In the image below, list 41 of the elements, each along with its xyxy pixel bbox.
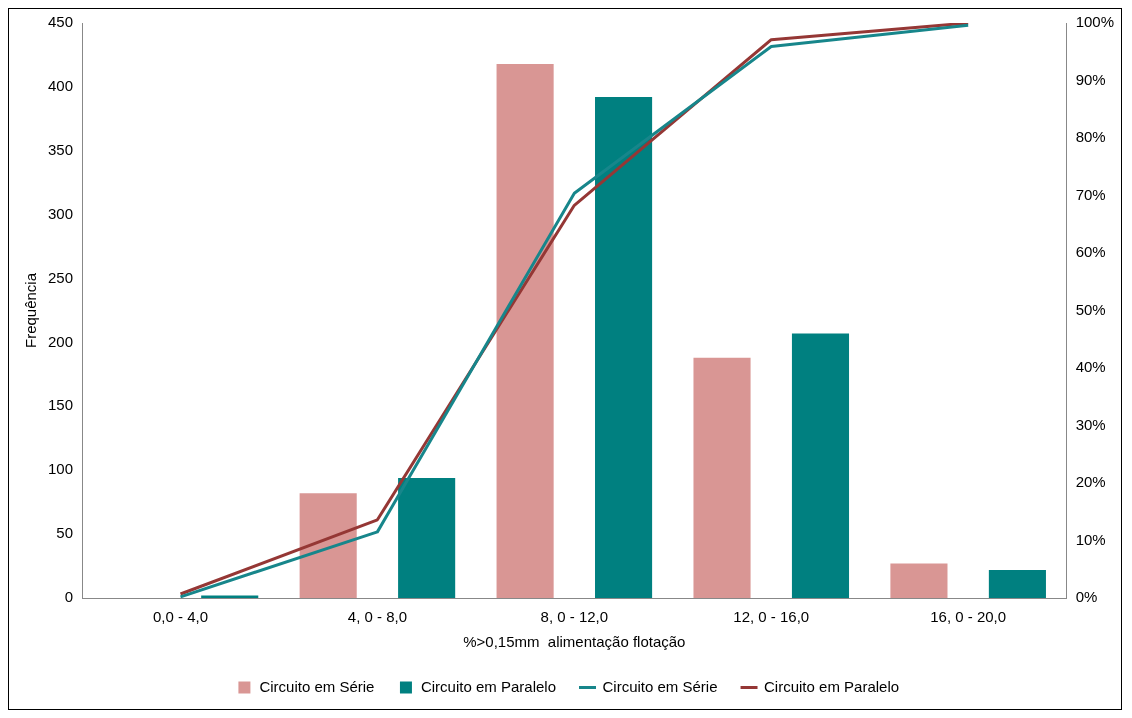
legend-label: Circuito em Paralelo xyxy=(764,677,900,695)
y2-tick-label: 40% xyxy=(1075,358,1106,376)
y2-tick-label: 30% xyxy=(1075,415,1106,433)
bar xyxy=(693,357,751,598)
bar xyxy=(496,63,554,598)
y2-tick-label: 80% xyxy=(1075,128,1106,146)
y-tick-label: 150 xyxy=(48,396,74,414)
y2-tick-label: 0% xyxy=(1075,588,1098,606)
x-tick-label: 4, 0 - 8,0 xyxy=(347,608,408,626)
y2-tick-label: 60% xyxy=(1075,243,1106,261)
bar xyxy=(595,97,653,598)
x-tick-label: 0,0 - 4,0 xyxy=(152,608,209,626)
y2-tick-label: 70% xyxy=(1075,185,1106,203)
x-tick-label: 8, 0 - 12,0 xyxy=(540,608,609,626)
y-tick-label: 0 xyxy=(64,588,74,606)
y-tick-label: 200 xyxy=(48,332,74,350)
y2-tick-label: 90% xyxy=(1075,70,1106,88)
legend-label: Circuito em Paralelo xyxy=(420,677,557,695)
legend-label: Circuito em Série xyxy=(259,677,375,695)
y-tick-label: 300 xyxy=(48,204,74,222)
legend-label: Circuito em Série xyxy=(602,677,718,695)
y2-tick-label: 50% xyxy=(1075,300,1106,318)
y2-tick-label: 100% xyxy=(1075,13,1115,31)
x-tick-label: 12, 0 - 16,0 xyxy=(733,608,810,626)
y-tick-label: 350 xyxy=(48,140,74,158)
x-tick-label: 16, 0 - 20,0 xyxy=(930,608,1007,626)
bar xyxy=(299,493,357,598)
bar xyxy=(791,333,850,598)
y-tick-label: 450 xyxy=(48,13,74,31)
bar xyxy=(398,477,456,598)
y-tick-label: 100 xyxy=(48,460,74,478)
y-tick-label: 50 xyxy=(56,524,74,542)
y2-tick-label: 20% xyxy=(1075,473,1106,491)
y-tick-label: 250 xyxy=(48,268,74,286)
y2-tick-label: 10% xyxy=(1075,530,1106,548)
bar xyxy=(988,569,1046,598)
bar xyxy=(890,563,948,598)
x-axis-title: %>0,15mm alimentação flotação xyxy=(463,633,686,651)
bar xyxy=(201,595,259,598)
y-tick-label: 400 xyxy=(48,77,74,95)
y-axis-title: Frequência xyxy=(22,272,40,349)
